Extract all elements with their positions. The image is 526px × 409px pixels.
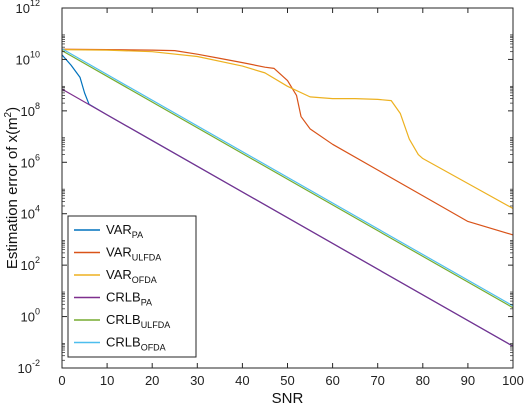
x-tick-label: 70 xyxy=(370,373,384,388)
y-tick-label: 106 xyxy=(21,152,40,170)
legend: VARPA VARULFDA VAROFDA CRLBPA CRLBULFDA CRLBO… xyxy=(67,215,197,358)
series-line-var-ulfda xyxy=(61,48,514,236)
y-tick-label: 1010 xyxy=(16,49,40,67)
x-tick-label: 80 xyxy=(416,373,430,388)
legend-entry-label: CRLBOFDA xyxy=(106,335,166,353)
x-tick-label: 30 xyxy=(190,373,204,388)
legend-box xyxy=(67,215,197,358)
series-line-var-ofda xyxy=(61,49,514,209)
series-layer xyxy=(61,48,514,347)
series-line-crlb-ulfda xyxy=(61,50,514,309)
x-tick-label: 20 xyxy=(145,373,159,388)
series-line-crlb-pa xyxy=(61,88,514,347)
legend-entry-label: VAROFDA xyxy=(106,267,157,285)
x-tick-label: 40 xyxy=(235,373,249,388)
legend-entry-label: CRLBULFDA xyxy=(106,312,170,330)
tick-labels: 0 10 20 30 40 50 60 70 80 90 100 10-2 100 102 104 106 10… xyxy=(16,0,524,388)
x-axis-label: SNR xyxy=(272,390,304,407)
x-tick-label: 10 xyxy=(100,373,114,388)
x-tick-label: 100 xyxy=(502,373,524,388)
y-tick-label: 1012 xyxy=(16,0,40,16)
y-tick-label: 104 xyxy=(21,204,40,222)
legend-entry-label: CRLBPA xyxy=(106,290,152,308)
y-axis-label: Estimation error of x(m2) xyxy=(3,107,21,269)
series-line-crlb-ofda xyxy=(61,48,514,307)
y-tick-label: 10-2 xyxy=(18,358,40,376)
x-tick-label: 60 xyxy=(325,373,339,388)
axis-labels: SNR Estimation error of x(m2) xyxy=(3,107,304,407)
legend-entry-label: VARULFDA xyxy=(106,245,161,263)
y-tick-label: 108 xyxy=(21,101,40,119)
x-tick-label: 0 xyxy=(58,373,65,388)
legend-entry-label: VARPA xyxy=(106,222,143,240)
x-tick-label: 90 xyxy=(461,373,475,388)
y-tick-label: 100 xyxy=(21,307,40,325)
x-tick-label: 50 xyxy=(280,373,294,388)
y-tick-label: 102 xyxy=(21,255,40,273)
axes-layer xyxy=(61,7,514,369)
